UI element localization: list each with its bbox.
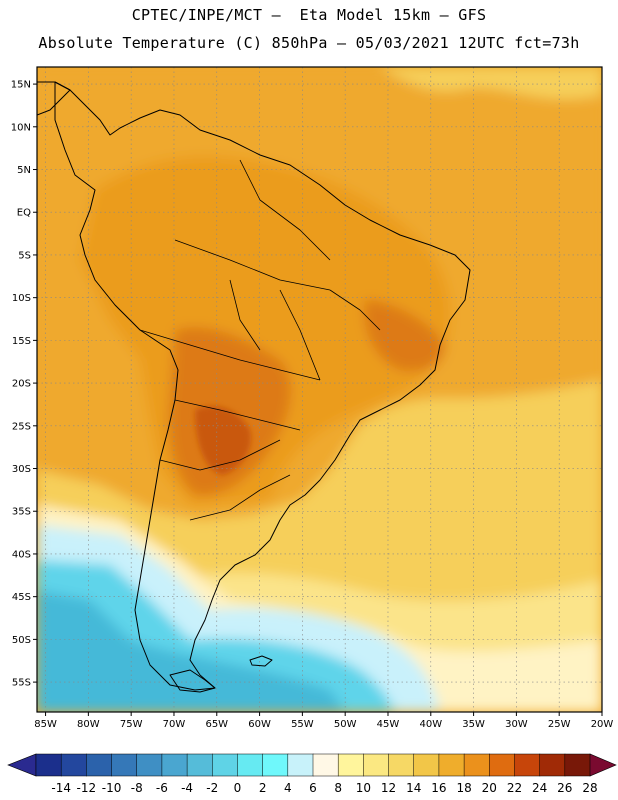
colorbar-label: -12 [77, 781, 97, 795]
lon-label: 50W [334, 719, 357, 730]
colorbar-swatch [514, 753, 541, 777]
colorbar-swatch [489, 753, 516, 777]
colorbar-swatch [363, 753, 390, 777]
lat-label: 20S [12, 379, 31, 390]
colorbar-label: 6 [309, 781, 317, 795]
lon-label: 65W [205, 719, 228, 730]
lat-label: EQ [17, 208, 31, 219]
colorbar-label: -8 [131, 781, 143, 795]
field-warm-south [37, 380, 602, 601]
map-frame [36, 66, 603, 713]
colorbar-swatch [35, 753, 62, 777]
colorbar-swatch [564, 753, 591, 777]
colorbar-swatch [86, 753, 113, 777]
lon-label: 20W [591, 719, 614, 730]
colorbar-swatch [186, 753, 213, 777]
lat-label: 10S [12, 293, 31, 304]
lat-label: 45S [12, 592, 31, 603]
colorbar-swatch [262, 753, 289, 777]
colorbar-label: 24 [532, 781, 547, 795]
colorbar-swatch [438, 753, 465, 777]
lat-label: 30S [12, 464, 31, 475]
colorbar-label: 4 [284, 781, 292, 795]
colorbar-label: 26 [557, 781, 572, 795]
colorbar-swatch [413, 753, 440, 777]
lat-label: 5S [18, 250, 31, 261]
colorbar-swatch [388, 753, 415, 777]
colorbar-label: 8 [334, 781, 342, 795]
colorbar-swatch [60, 753, 87, 777]
lon-label: 85W [34, 719, 57, 730]
lon-label: 55W [291, 719, 314, 730]
lon-label: 60W [248, 719, 271, 730]
colorbar-swatch [161, 753, 188, 777]
latitude-axis: 15N 10N 5N EQ 5S 10S 15S 20S 25S 30S 35S 40S 45S 50S 5… [11, 80, 37, 689]
lat-label: 15N [11, 80, 31, 91]
lat-label: 50S [12, 635, 31, 646]
colorbar-swatch [237, 753, 264, 777]
chart-title-line-1: CPTEC/INPE/MCT – Eta Model 15km – GFS [131, 6, 487, 24]
south-america-outline [54, 81, 471, 691]
lat-label: 40S [12, 549, 31, 560]
lat-label: 15S [12, 336, 31, 347]
temperature-field [37, 67, 602, 712]
lon-label: 40W [419, 719, 442, 730]
colorbar-swatch [287, 753, 314, 777]
lat-label: 10N [11, 122, 31, 133]
field-very-hot-core [195, 406, 251, 475]
colorbar-swatch [312, 753, 339, 777]
lat-label: 35S [12, 507, 31, 518]
colorbar-label: 2 [259, 781, 267, 795]
lon-label: 35W [462, 719, 485, 730]
colorbar-label: 16 [431, 781, 446, 795]
colorbar-swatch [136, 753, 163, 777]
lon-label: 25W [548, 719, 571, 730]
colorbar-label: 22 [507, 781, 522, 795]
lat-label: 55S [12, 678, 31, 689]
lon-label: 75W [120, 719, 143, 730]
colorbar-swatch [111, 753, 138, 777]
colorbar-high-extend [589, 753, 617, 777]
longitude-axis: 85W 80W 75W 70W 65W 60W 55W 50W 45W 40W 35W 30W 25W 2… [34, 712, 613, 730]
colorbar-label: 18 [456, 781, 471, 795]
lat-label: 25S [12, 421, 31, 432]
falklands [249, 655, 273, 667]
colorbar-low-extend [7, 753, 37, 777]
tierra-del-fuego [169, 669, 216, 693]
coastlines [37, 81, 471, 693]
central-america-outline [37, 81, 71, 116]
colorbar-label: -2 [206, 781, 218, 795]
lon-label: 70W [163, 719, 186, 730]
field-mild-south [200, 573, 602, 652]
colorbar-label: 12 [381, 781, 396, 795]
colorbar-label: -6 [156, 781, 168, 795]
colorbar-label: 20 [482, 781, 497, 795]
colorbar-label: 10 [356, 781, 371, 795]
colorbar: -14 -12 -10 -8 -6 -4 -2 0 2 4 6 8 10 12 14 16 18 20 22 24 26… [7, 753, 617, 795]
colorbar-label: -4 [181, 781, 193, 795]
colorbar-label: -14 [51, 781, 71, 795]
colorbar-label: 14 [406, 781, 421, 795]
colorbar-swatch [463, 753, 490, 777]
colorbar-swatch [539, 753, 566, 777]
lon-label: 30W [505, 719, 528, 730]
lon-label: 45W [377, 719, 400, 730]
field-colder [37, 590, 345, 712]
lat-label: 5N [17, 165, 31, 176]
field-hot-northeast [364, 300, 445, 372]
colorbar-swatch [337, 753, 364, 777]
lon-label: 80W [77, 719, 100, 730]
chart-title-line-2: Absolute Temperature (C) 850hPa – 05/03/… [38, 34, 580, 52]
colorbar-label: -10 [102, 781, 122, 795]
colorbar-label: 0 [234, 781, 242, 795]
field-warm-north [380, 67, 602, 100]
colorbar-label: 28 [582, 781, 597, 795]
border-lines [139, 159, 381, 521]
colorbar-swatch [212, 753, 239, 777]
